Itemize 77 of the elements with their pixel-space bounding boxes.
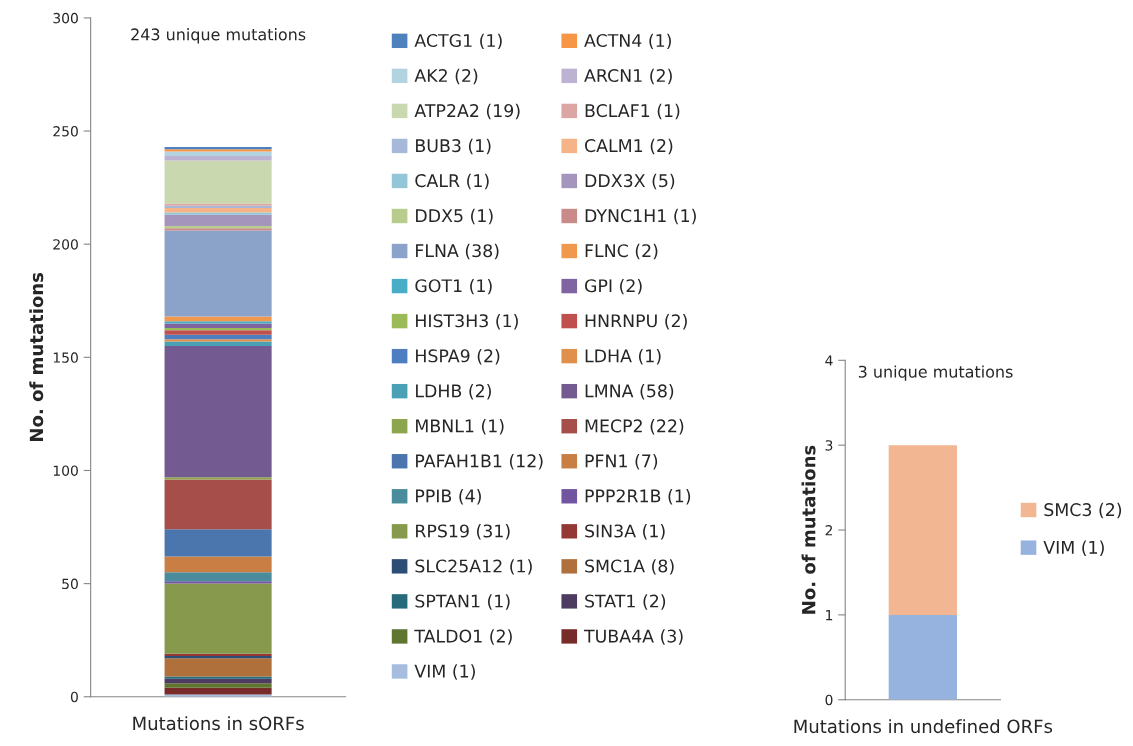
y-tick-label: 0 [825,694,833,706]
bar [164,230,272,317]
bar [164,581,272,584]
y-tick-label: 150 [53,352,78,363]
bar [164,330,272,335]
y-tick-label: 250 [53,126,78,137]
y-tick-label: 100 [53,465,78,476]
bar [164,683,272,688]
x-tick-label: Mutations in undefined ORFs [794,719,1053,734]
legend-label: LMNA (58) [585,383,674,400]
bar [164,160,272,204]
y-tick-label: 2 [825,525,833,536]
y-tick-label: 3 [825,440,833,451]
bar [164,323,272,328]
bar [164,572,272,582]
legend-label: VIM (1) [1043,540,1104,556]
legend-label: HSPA9 (2) [416,348,500,365]
legend-label: SIN3A (1) [585,524,665,540]
bar [164,687,272,695]
y-tick-label: 200 [53,239,78,250]
legend-label: RPS19 (31) [416,524,510,540]
bar [164,151,272,156]
legend-label: PFN1 (7) [585,454,658,470]
legend-label: BUB3 (1) [416,138,491,155]
bar [164,341,272,347]
legend-label: GPI (2) [584,278,642,295]
legend-label: PPP2R1B (1) [585,489,691,505]
legend-label: DDX5 (1) [416,208,493,225]
bar [164,658,272,677]
legend-label: HIST3H3 (1) [416,313,518,330]
bar [164,346,272,478]
legend-label: DDX3X (5) [585,173,675,190]
y-tick-label: 0 [70,691,78,703]
annotation: 3 unique mutations [858,365,1013,381]
legend-label: LDHB (2) [416,383,491,400]
y-tick-label: 1 [826,610,833,621]
legend-label: TUBA4A (3) [583,629,683,645]
legend-label: MECP2 (22) [585,419,684,435]
legend-label: SMC3 (2) [1044,502,1122,519]
y-tick-label: 300 [53,12,78,24]
bar [164,556,272,573]
legend-label: PAFAH1B1 (12) [416,454,543,470]
legend-label: PPIB (4) [416,489,481,505]
legend-label: FLNA (38) [416,243,499,260]
legend-label: MBNL1 (1) [416,419,504,435]
y-axis-title: No. of mutations [801,445,816,614]
y-tick-label: 50 [62,578,78,590]
x-tick-label: Mutations in sORFs [133,716,304,731]
bar [164,477,272,480]
bar [164,583,272,654]
bar [164,207,272,213]
bar [164,529,272,557]
legend-label: GOT1 (1) [415,278,492,295]
legend-label: HNRNPU (2) [585,313,687,330]
legend-label: CALM1 (2) [584,138,673,155]
legend-label: SMC1A (8) [585,559,674,575]
legend-label: ACTG1 (1) [414,33,502,50]
annotation: 243 unique mutations [131,28,306,44]
legend-label: ACTN4 (1) [584,33,671,50]
bar [164,676,272,679]
legend-label: SLC25A12 (1) [415,559,532,575]
bar [164,214,272,227]
legend-label: BCLAF1 (1) [585,103,680,120]
legend-label: AK2 (2) [414,68,478,85]
legend-label: CALR (1) [415,173,489,190]
legend-label: ARCN1 (2) [584,68,672,85]
legend-label: TALDO1 (2) [414,629,512,645]
bar [164,479,272,530]
legend-label: SPTAN1 (1) [415,594,510,610]
legend-label: LDHA (1) [585,348,661,365]
legend-label: DYNC1H1 (1) [585,208,696,225]
legend-label: FLNC (2) [585,243,658,260]
legend-label: STAT1 (2) [585,594,666,610]
y-axis-title: No. of mutations [29,272,44,441]
y-tick-label: 4 [825,355,833,366]
legend-label: ATP2A2 (19) [414,103,520,120]
legend-label: VIM (1) [414,664,475,680]
